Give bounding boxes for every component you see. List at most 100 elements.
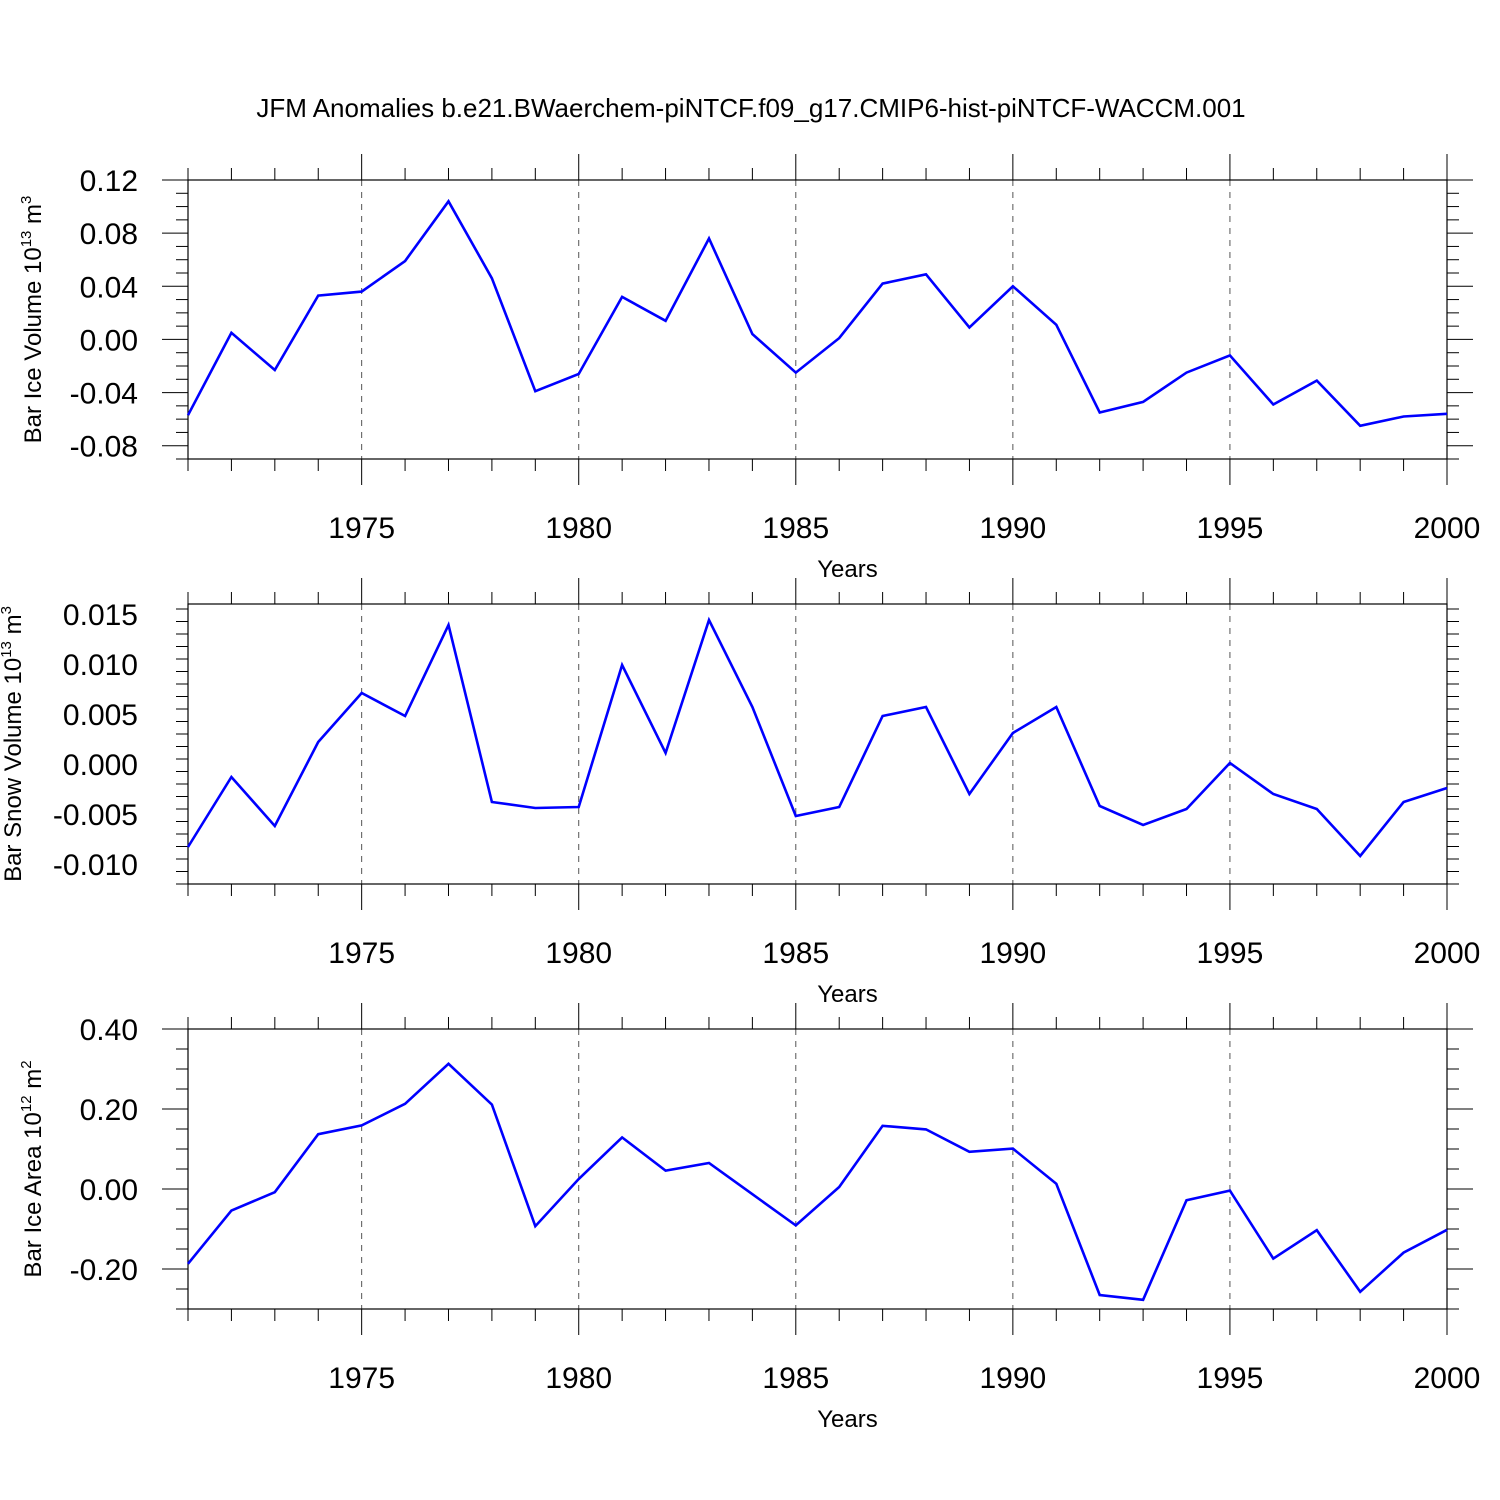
data-point-1974 — [316, 294, 320, 298]
data-point-1996 — [1271, 1257, 1275, 1261]
panel-snow-volume: 1975 1980 1985 1990 1995 2000 Years -0.010 -0.00… — [0, 578, 1480, 1008]
y-tick-label-0: -0.20 — [70, 1254, 138, 1287]
data-point-1998 — [1358, 854, 1362, 858]
y-tick-label-4: 0.010 — [63, 649, 138, 682]
data-point-1984 — [750, 705, 754, 709]
data-point-1976 — [403, 259, 407, 263]
data-point-1994 — [1185, 807, 1189, 811]
data-point-1978 — [490, 800, 494, 804]
data-point-1989 — [967, 1150, 971, 1154]
data-point-1980 — [577, 372, 581, 376]
y-tick-label-1: -0.04 — [70, 378, 138, 411]
x-axis-label: Years — [817, 556, 878, 583]
data-point-1999 — [1402, 800, 1406, 804]
panel-ice-area: 1975 1980 1985 1990 1995 2000 Years -0.20 0.00 0.… — [18, 1003, 1480, 1433]
data-point-1986 — [837, 1185, 841, 1189]
data-point-2000 — [1445, 1228, 1449, 1232]
data-point-1984 — [750, 332, 754, 336]
y-axis-label-exponent: 13 — [0, 641, 15, 658]
data-point-1982 — [664, 751, 668, 755]
data-point-1990 — [1011, 731, 1015, 735]
y-tick-label-4: 0.08 — [80, 218, 138, 251]
x-tick-label-2000: 2000 — [1414, 1362, 1481, 1395]
data-point-1983 — [707, 1161, 711, 1165]
data-point-1975 — [360, 691, 364, 695]
data-point-2000 — [1445, 412, 1449, 416]
x-tick-label-2000: 2000 — [1414, 512, 1481, 545]
y-axis-label-text: Bar Ice Area 10 — [20, 1112, 47, 1277]
data-point-1990 — [1011, 284, 1015, 288]
y-axis-label-unit: m — [0, 614, 27, 641]
data-point-1991 — [1054, 323, 1058, 327]
data-point-1985 — [794, 1223, 798, 1227]
panel-ice-volume: 1975 1980 1985 1990 1995 2000 Years -0.08 -0.04 0… — [18, 154, 1480, 583]
data-point-2000 — [1445, 786, 1449, 790]
data-point-1975 — [360, 1123, 364, 1127]
data-point-1979 — [533, 389, 537, 393]
data-point-1973 — [273, 824, 277, 828]
data-point-1982 — [664, 319, 668, 323]
x-tick-label-1975: 1975 — [328, 937, 395, 970]
x-tick-label-1990: 1990 — [979, 1362, 1046, 1395]
plot-frame — [187, 179, 1448, 460]
y-tick-label-3: 0.04 — [80, 271, 138, 304]
data-point-1992 — [1098, 1293, 1102, 1297]
data-point-1986 — [837, 805, 841, 809]
data-point-1977 — [446, 623, 450, 627]
y-axis-label-unit-exponent: 2 — [18, 1060, 35, 1068]
data-point-1976 — [403, 714, 407, 718]
x-tick-label-1980: 1980 — [545, 1362, 612, 1395]
x-tick-label-1985: 1985 — [762, 937, 829, 970]
x-tick-label-1985: 1985 — [762, 512, 829, 545]
y-axis-label: Bar Ice Volume 1013 m3 — [18, 196, 47, 444]
data-point-1975 — [360, 290, 364, 294]
data-point-1987 — [881, 1124, 885, 1128]
y-tick-label-2: 0.000 — [63, 749, 138, 782]
x-axis-label: Years — [817, 981, 878, 1008]
data-point-1971 — [186, 845, 190, 849]
data-point-1983 — [707, 236, 711, 240]
data-point-1995 — [1228, 1189, 1232, 1193]
y-axis-label: Bar Snow Volume 1013 m3 — [0, 606, 27, 882]
data-point-1980 — [577, 805, 581, 809]
plot-frame — [187, 1028, 1448, 1310]
data-point-1993 — [1141, 823, 1145, 827]
data-point-1974 — [316, 1132, 320, 1136]
series-line-ice-volume — [186, 198, 1448, 428]
y-axis-label-unit: m — [20, 1069, 47, 1096]
data-point-1973 — [273, 368, 277, 372]
x-tick-label-1975: 1975 — [328, 512, 395, 545]
data-point-1971 — [186, 413, 190, 417]
y-axis-label-text: Bar Snow Volume 10 — [0, 658, 27, 882]
series-line-ice-area — [186, 1062, 1448, 1302]
x-tick-label-1995: 1995 — [1197, 937, 1264, 970]
y-tick-label-0: -0.010 — [53, 849, 138, 882]
data-point-1984 — [750, 1192, 754, 1196]
data-point-1974 — [316, 740, 320, 744]
y-tick-label-2: 0.20 — [80, 1094, 138, 1127]
x-axis-label: Years — [817, 1406, 878, 1433]
y-axis-label-unit-exponent: 3 — [0, 606, 15, 614]
y-tick-label-5: 0.12 — [80, 165, 138, 198]
data-point-1982 — [664, 1169, 668, 1173]
data-point-1996 — [1271, 403, 1275, 407]
chart-title: JFM Anomalies b.e21.BWaerchem-piNTCF.f09… — [256, 93, 1245, 123]
data-point-1991 — [1054, 705, 1058, 709]
x-tick-label-1990: 1990 — [979, 937, 1046, 970]
x-tick-label-1985: 1985 — [762, 1362, 829, 1395]
data-point-1987 — [881, 282, 885, 286]
data-point-1989 — [967, 325, 971, 329]
data-point-1990 — [1011, 1147, 1015, 1151]
data-point-1994 — [1185, 1198, 1189, 1202]
y-axis-label: Bar Ice Area 1012 m2 — [18, 1060, 47, 1277]
y-tick-label-5: 0.015 — [63, 599, 138, 632]
data-point-1992 — [1098, 411, 1102, 415]
x-tick-label-2000: 2000 — [1414, 937, 1481, 970]
x-tick-label-1995: 1995 — [1197, 512, 1264, 545]
data-point-1991 — [1054, 1182, 1058, 1186]
data-point-1972 — [229, 1209, 233, 1213]
y-tick-label-3: 0.40 — [80, 1014, 138, 1047]
data-point-1989 — [967, 792, 971, 796]
data-point-1971 — [186, 1262, 190, 1266]
data-point-1981 — [620, 663, 624, 667]
